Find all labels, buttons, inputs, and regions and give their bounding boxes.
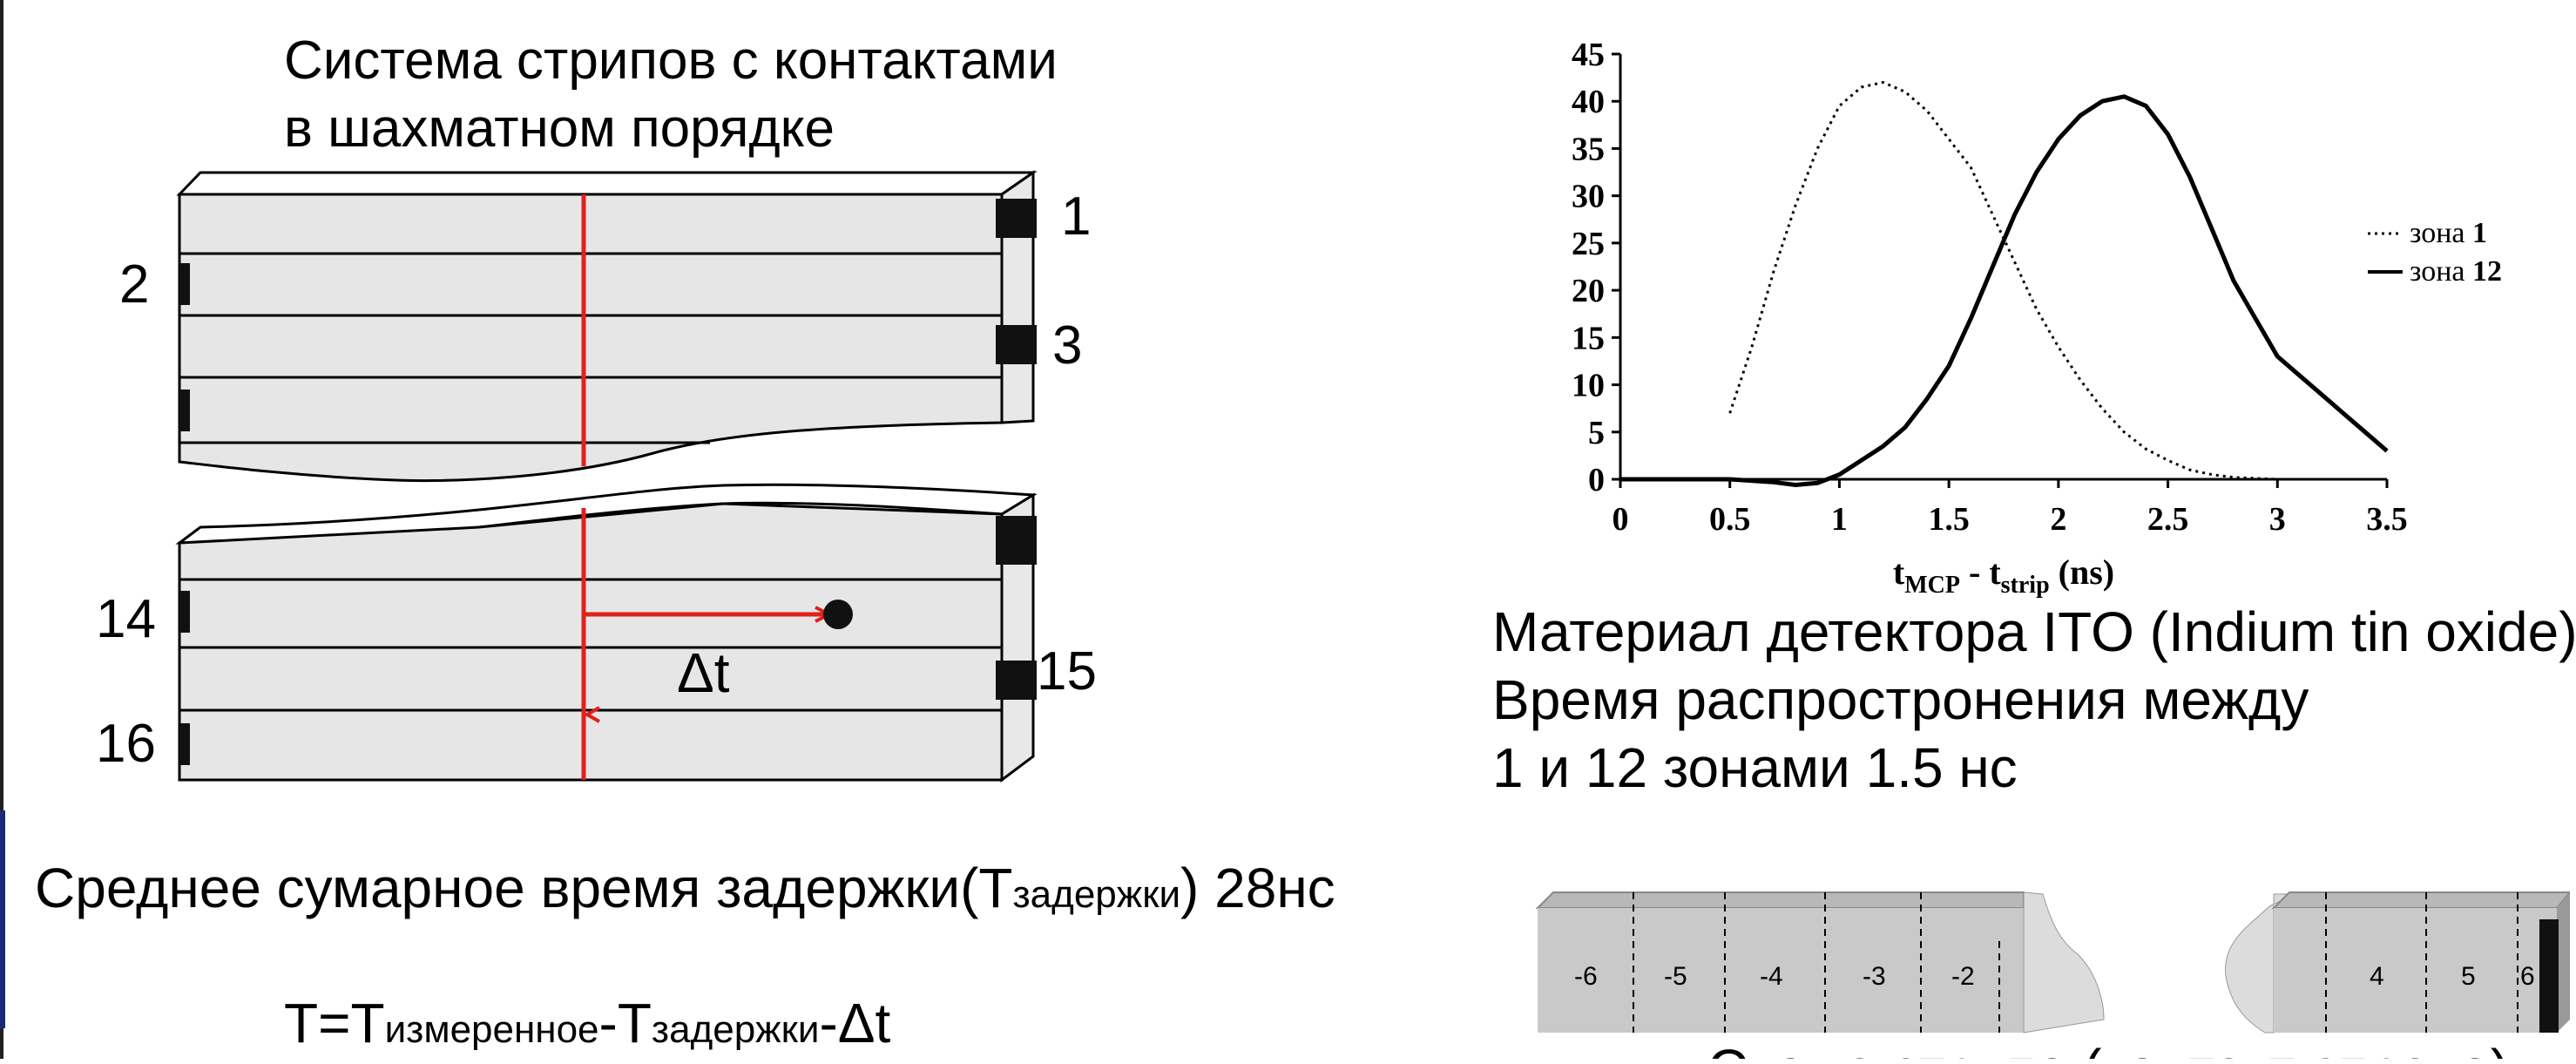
chart-y-tick-label: 45: [1572, 37, 1605, 73]
scheme-left-top: [1535, 891, 2025, 909]
chart-y-tick-label: 30: [1572, 179, 1605, 215]
delay-text-main: Среднее сумарное время задержки(: [35, 857, 979, 919]
scheme-zone-6: 6: [2520, 962, 2535, 991]
formula-tail: -Δt: [819, 992, 891, 1054]
material-line-2: Время распростронения между: [1492, 668, 2309, 731]
legend-label-number: 12: [2472, 255, 2502, 288]
upper-block-front: [178, 193, 1004, 482]
left-border: [0, 0, 3, 1059]
scheme-zone-neg4: -4: [1760, 962, 1783, 991]
chart-series-line-2: [1620, 94, 2389, 487]
chart-y-tick-label: 35: [1572, 131, 1605, 167]
chart-y-tick-label: 40: [1572, 84, 1605, 120]
formula-minus1: -T: [598, 992, 652, 1054]
chart-x-label-subscript: MCP: [1904, 572, 1960, 599]
chart-x-tick-label: 1.5: [1928, 501, 1970, 538]
strip-number-2: 2: [119, 254, 150, 315]
time-distribution-chart: 0 5 10 15 20 25 30 35 40 45 0 0.5 1 1.5 2 2.5 3 3.5 tMCP…: [1572, 37, 2502, 599]
legend-label-prefix: зона: [2410, 255, 2472, 288]
strip-number-15: 15: [1037, 641, 1097, 701]
chart-y-ticks: 0 5 10 15 20 25 30 35 40 45: [1572, 37, 1620, 498]
scheme-zone-4: 4: [2370, 962, 2384, 991]
contact-3: [996, 325, 1037, 364]
strip-scheme-diagram: -6 -5 -4 -3 -2 4 5 6: [1535, 891, 2570, 1034]
strip-number-3: 3: [1052, 315, 1083, 376]
scheme-zone-neg6: -6: [1574, 962, 1598, 991]
scheme-left-torn-end: [2023, 891, 2105, 1034]
legend-label-number: 1: [2472, 217, 2487, 249]
chart-legend-label-2: зона 12: [2410, 255, 2502, 288]
delay-text-value: ) 28нс: [1180, 857, 1335, 919]
scheme-right-top: [2271, 891, 2570, 909]
scheme-zone-neg2: -2: [1951, 962, 1975, 991]
formula-sub2: задержки: [651, 1008, 820, 1051]
delay-text-sub: задержки: [1012, 873, 1181, 916]
left-blue-accent: [0, 810, 5, 1028]
chart-x-tick-label: 0.5: [1709, 501, 1751, 538]
strip-system-title: Система стрипов с контактами в шахматном…: [284, 27, 1058, 163]
upper-block-top-face: [176, 171, 1038, 196]
contact-16: [179, 723, 190, 765]
delay-text: Среднее сумарное время задержки(Tзадержк…: [35, 854, 1335, 929]
scheme-left-front: [1538, 908, 2024, 1033]
title-line-2: в шахматном порядке: [284, 98, 835, 159]
chart-x-label-part: - t: [1960, 552, 2001, 592]
scheme-zone-neg3: -3: [1863, 962, 1886, 991]
chart-y-tick-label: 0: [1588, 462, 1605, 498]
chart-x-label-part: (ns): [2050, 552, 2114, 592]
scheme-right-side: [2557, 892, 2570, 1033]
scheme-caption: Схема стрипо (контакт справо): [1707, 1035, 2509, 1059]
chart-series: [1620, 81, 2389, 487]
formula-sub1: измеренное: [384, 1008, 599, 1051]
scheme-zone-5: 5: [2461, 962, 2476, 991]
delta-t-label: Δt: [677, 641, 730, 704]
hit-point: [823, 600, 853, 629]
lower-block-front: [178, 502, 1004, 782]
legend-label-prefix: зона: [2410, 217, 2472, 249]
strip-number-14: 14: [96, 589, 156, 649]
material-line-1: Материал детектора ITO (Indium tin oxide…: [1492, 600, 2576, 663]
contact-13: [996, 516, 1037, 565]
chart-x-tick-label: 3: [2269, 501, 2286, 538]
chart-x-axis-label: tMCP - tstrip (ns): [1893, 552, 2114, 599]
chart-y-tick-label: 5: [1588, 415, 1605, 451]
chart-y-tick-label: 25: [1572, 226, 1605, 262]
chart-x-tick-label: 2: [2050, 501, 2066, 538]
chart-x-ticks: 0 0.5 1 1.5 2 2.5 3 3.5: [1613, 479, 2408, 538]
contact-1: [996, 199, 1037, 238]
scheme-right-front: [2274, 908, 2557, 1033]
contact-2: [179, 263, 190, 305]
scheme-zone-neg5: -5: [1664, 962, 1687, 991]
chart-x-tick-label: 2.5: [2147, 501, 2189, 538]
title-line-1: Система стрипов с контактами: [284, 30, 1058, 91]
contact-4: [179, 390, 190, 431]
scheme-dividers: [1633, 892, 2519, 1033]
chart-x-label-part: t: [1893, 552, 1905, 592]
chart-x-label-subscript: strip: [2001, 572, 2050, 599]
chart-y-tick-label: 20: [1572, 273, 1605, 309]
scheme-contact: [2539, 919, 2559, 1033]
contact-15: [996, 661, 1037, 700]
scheme-caption-clip: Схема стрипо (контакт справо): [1655, 1035, 2570, 1059]
chart-y-tick-label: 15: [1572, 320, 1605, 356]
red-arrowhead-left: [583, 706, 600, 723]
strip-number-1: 1: [1061, 186, 1092, 247]
strip-diagram: [175, 170, 1038, 783]
chart-x-tick-label: 0: [1613, 501, 1629, 538]
material-line-3: 1 и 12 зонами 1.5 нс: [1492, 736, 2018, 799]
formula-T: T=T: [284, 992, 385, 1054]
scheme-right-torn-end: [2225, 893, 2296, 1034]
strip-number-16: 16: [96, 714, 156, 774]
chart-axes: [1619, 54, 2387, 481]
chart-y-tick-label: 10: [1572, 368, 1605, 404]
chart-x-tick-label: 1: [1831, 501, 1848, 538]
chart-legend-label-1: зона 1: [2410, 217, 2487, 249]
delay-text-T: T: [978, 857, 1013, 919]
formula: T=Tизмеренное-Tзадержки-Δt: [284, 989, 890, 1064]
contact-14: [179, 591, 190, 633]
chart-x-tick-label: 3.5: [2366, 501, 2408, 538]
